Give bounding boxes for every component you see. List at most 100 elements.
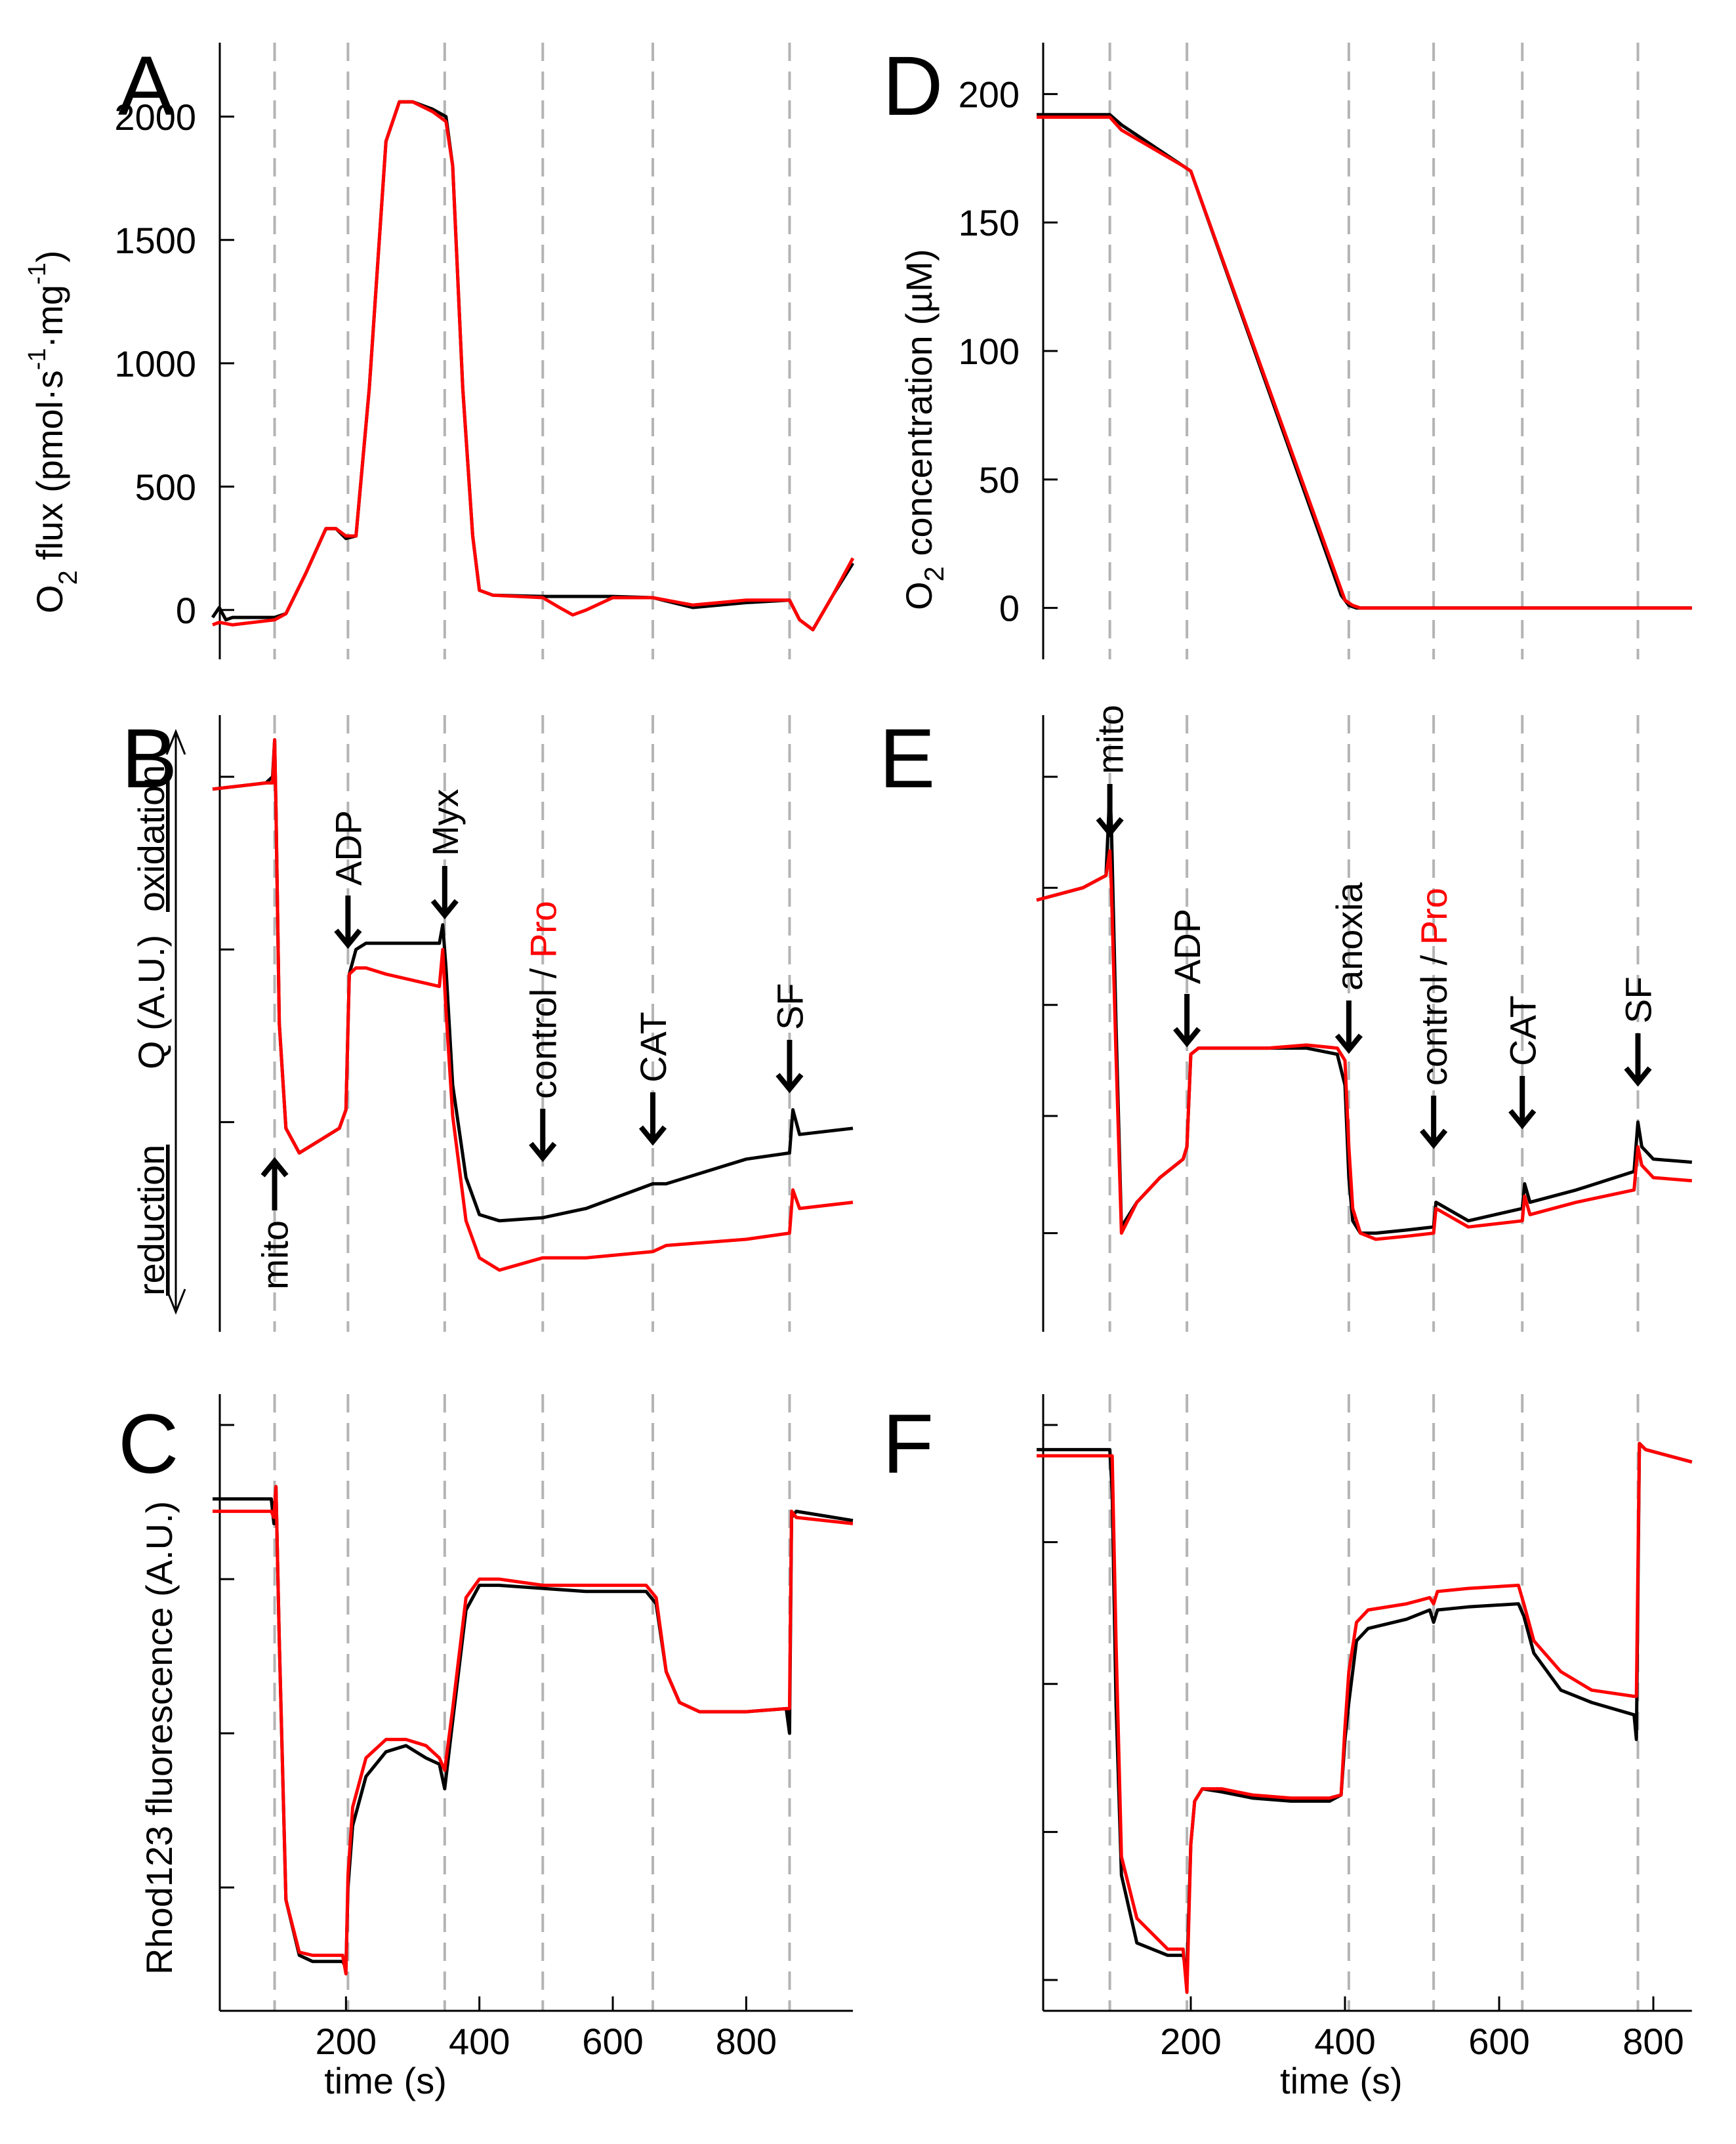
annotation-text: mito — [1090, 705, 1131, 774]
arrow-head — [334, 928, 362, 949]
y-title-part: 2 — [919, 566, 949, 581]
y-tick-label-2: 1000 — [114, 343, 196, 384]
annotation-text: CAT — [1502, 995, 1543, 1066]
annotation-text: control / — [522, 968, 564, 1099]
annotation-label: control / Pro — [522, 901, 564, 1099]
arrow-up-head — [165, 728, 186, 755]
annotation-4: CAT — [1502, 995, 1543, 1130]
x-tick-label-3: 800 — [716, 2021, 777, 2062]
annotation-label: ADP — [327, 810, 369, 886]
annotation-1: ADP — [1167, 909, 1208, 1048]
y-tick-label-3: 150 — [959, 202, 1020, 243]
annotation-text: ADP — [327, 810, 369, 886]
x-tick-label-0: 200 — [1160, 2021, 1221, 2062]
annotation-2: anoxia — [1329, 882, 1370, 1054]
arrow-head — [1173, 1027, 1201, 1048]
x-tick-label-1: 400 — [449, 2021, 510, 2062]
series-line-pro — [1036, 849, 1692, 1241]
y-tick-label-4: 200 — [959, 73, 1020, 115]
y-title-q: Q (A.U.) — [131, 935, 172, 1069]
panel-d: 0 50 100 150 200 D — [882, 39, 1692, 659]
arrow-head — [1508, 1109, 1537, 1130]
annotation-label: Myx — [424, 789, 466, 856]
x-tick-label-3: 800 — [1622, 2021, 1684, 2062]
y-tick-label-1: 500 — [135, 466, 196, 508]
y-title-part: flux (pmol — [29, 401, 70, 570]
annotation-5: SF — [769, 983, 810, 1094]
y-title-part: mg — [29, 285, 70, 336]
y-title-part: 2 — [54, 570, 83, 585]
annotation-label: ADP — [1167, 909, 1208, 984]
x-axis-title: time (s) — [324, 2060, 447, 2101]
annotation-0: mito — [255, 1157, 296, 1290]
annotation-red-text: Pro — [1413, 888, 1455, 945]
series-line-pro — [1037, 1441, 1693, 1994]
annotation-red-text: Pro — [522, 901, 564, 958]
series-line-control — [1037, 1441, 1693, 1976]
x-tick-label-2: 600 — [582, 2021, 643, 2062]
y-title-part: O — [29, 585, 70, 613]
panel-letter-e: E — [879, 712, 935, 806]
y-title-part: concentration (µM) — [898, 249, 940, 567]
y-tick-label-2: 100 — [959, 331, 1020, 372]
y-title-part: · — [29, 388, 70, 401]
annotation-text: SF — [1618, 976, 1659, 1023]
y-title-part: ) — [29, 251, 70, 263]
annotation-text: Myx — [424, 789, 466, 856]
panel-e: mito ADP anoxia control / Pro CAT SF E — [879, 705, 1692, 1332]
annotation-0: mito — [1090, 705, 1131, 838]
series-line-control — [213, 1485, 854, 1969]
annotation-label: SF — [769, 983, 810, 1030]
y-tick-label-0: 0 — [176, 590, 196, 631]
arrow-head — [1420, 1128, 1448, 1149]
series-line-control — [1037, 113, 1692, 610]
annotation-space — [522, 958, 564, 968]
annotation-3: control / Pro — [522, 901, 564, 1163]
y-title-part: s — [29, 370, 70, 388]
annotation-text: ADP — [1167, 909, 1208, 984]
x-axis-title: time (s) — [1280, 2060, 1403, 2101]
annotation-label: anoxia — [1329, 882, 1370, 991]
annotation-label: SF — [1618, 976, 1659, 1023]
y-title-part: -1 — [24, 348, 51, 370]
annotation-label: CAT — [632, 1012, 674, 1082]
y-title-oxidation: oxidation — [131, 765, 172, 912]
y-axis-title-c: Rhod123 fluorescence (A.U.) — [138, 1501, 180, 1975]
series-line-pro — [1037, 115, 1692, 610]
panel-letter-f: F — [882, 1397, 934, 1491]
panel-f: 200 400 600 800 time (s) F — [882, 1394, 1693, 2101]
annotation-label: control / Pro — [1413, 888, 1455, 1086]
series-line-control — [211, 100, 855, 632]
annotation-3: control / Pro — [1413, 888, 1455, 1149]
y-tick-label-3: 1500 — [114, 220, 196, 261]
y-tick-label-0: 0 — [999, 588, 1020, 629]
x-tick-label-2: 600 — [1468, 2021, 1529, 2062]
series-line-pro — [212, 738, 854, 1272]
y-title-reduction: reduction — [131, 1145, 172, 1296]
arrow-head — [638, 1125, 667, 1146]
panel-letter-c: C — [118, 1397, 178, 1491]
y-axis-title-a: O2 flux (pmol·s-1·mg-1) — [24, 251, 83, 613]
arrow-head — [1624, 1066, 1652, 1087]
arrow-down-head — [165, 1288, 186, 1315]
annotation-label: mito — [1090, 705, 1131, 774]
annotation-5: SF — [1618, 976, 1659, 1087]
panel-letter-b: B — [121, 712, 177, 806]
annotation-space — [1413, 945, 1455, 955]
arrow-head — [430, 899, 459, 920]
arrow-head — [1334, 1033, 1363, 1054]
y-axis-title-d: O2 concentration (µM) — [898, 249, 949, 610]
annotation-label: mito — [255, 1220, 296, 1290]
y-tick-label-1: 50 — [979, 459, 1020, 501]
y-axis-title-b: reduction Q (A.U.) oxidation — [131, 728, 186, 1315]
panel-b: mito ADP Myx control / Pro CAT SF B — [121, 712, 854, 1332]
annotation-text: anoxia — [1329, 882, 1370, 991]
series-line-pro — [213, 1485, 854, 1976]
y-title-part: -1 — [24, 262, 51, 285]
annotation-text: CAT — [632, 1012, 674, 1082]
series-line-control — [1036, 787, 1692, 1235]
annotation-text: SF — [769, 983, 810, 1030]
annotation-1: ADP — [327, 810, 369, 949]
